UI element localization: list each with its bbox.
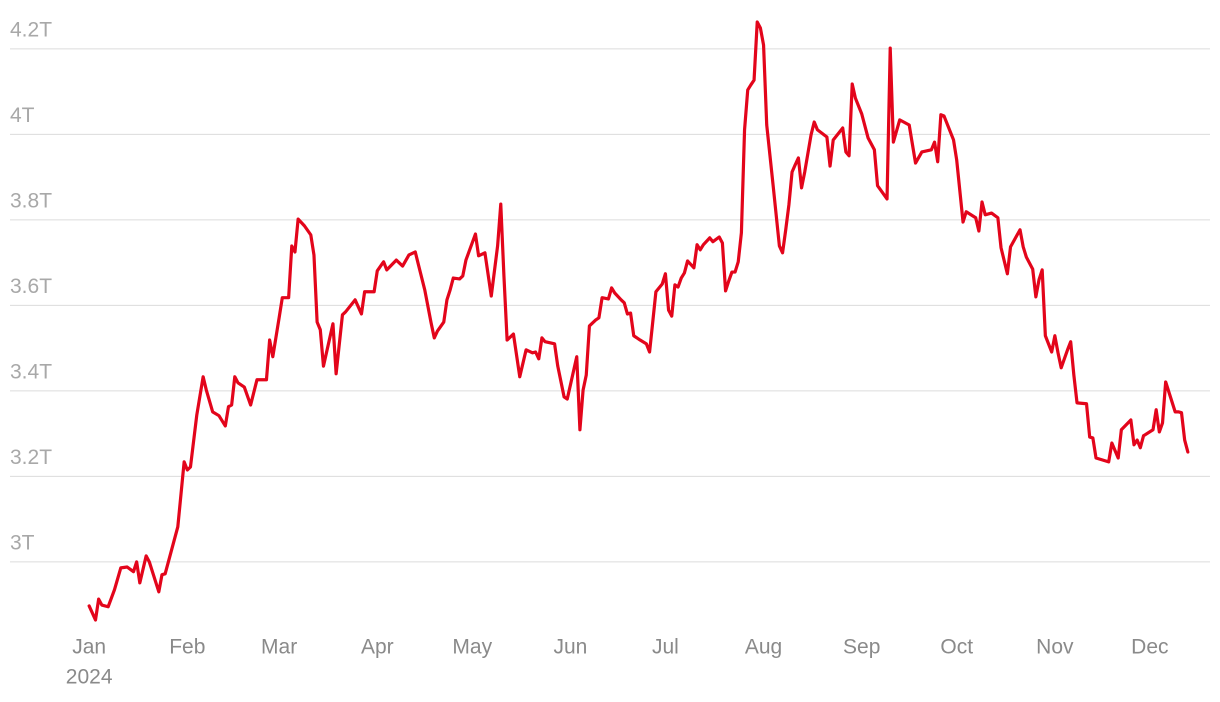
y-tick-label: 3.4T: [10, 360, 52, 383]
y-tick-label: 3.6T: [10, 275, 52, 298]
x-tick-label: Dec: [1131, 636, 1168, 659]
x-tick-label: Oct: [940, 636, 973, 659]
x-tick-label: Jul: [652, 636, 679, 659]
x-tick-label: Aug: [745, 636, 782, 659]
x-tick-label: Nov: [1036, 636, 1074, 659]
x-tick-label: Feb: [169, 636, 205, 659]
price-line: [87, 20, 1190, 622]
x-tick-label: Mar: [261, 636, 297, 659]
y-tick-label: 3T: [10, 531, 35, 554]
x-tick-label: Apr: [361, 636, 394, 659]
y-tick-label: 4.2T: [10, 18, 52, 41]
x-tick-label: Jan: [72, 636, 106, 659]
y-tick-label: 3.2T: [10, 446, 52, 469]
x-tick-label: Jun: [553, 636, 587, 659]
x-tick-label: May: [452, 636, 492, 659]
y-tick-label: 4T: [10, 104, 35, 127]
x-year-label: 2024: [66, 666, 113, 689]
x-tick-label: Sep: [843, 636, 880, 659]
y-tick-label: 3.8T: [10, 189, 52, 212]
